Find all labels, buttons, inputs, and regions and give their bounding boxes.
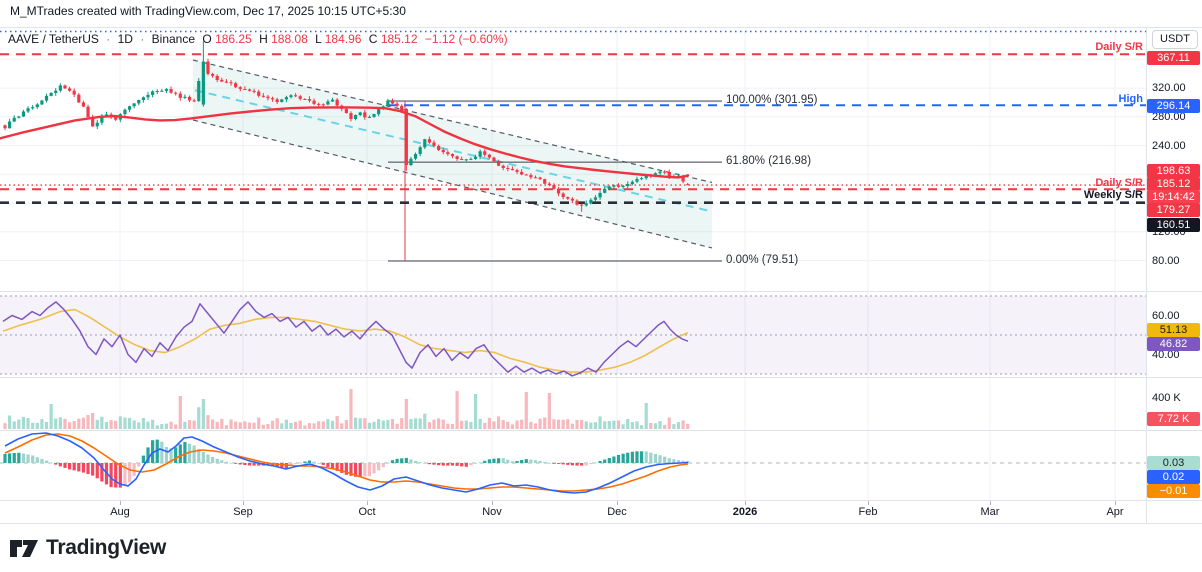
rsi-axis-tick: 60.00 xyxy=(1152,309,1180,322)
interval-label[interactable]: 1D xyxy=(117,32,133,46)
change-value: −1.12 (−0.60%) xyxy=(424,32,508,46)
fib-level-label: 61.80% (216.98) xyxy=(726,155,812,168)
macd-lines xyxy=(4,432,689,494)
exchange-label[interactable]: Binance xyxy=(151,32,196,46)
price-axis-separator xyxy=(1146,27,1147,524)
high-value: 188.08 xyxy=(271,32,308,46)
time-axis-tick xyxy=(617,501,618,505)
fib-level-label: 100.00% (301.95) xyxy=(726,94,818,107)
price-axis-badge: 198.63 xyxy=(1147,164,1200,178)
legend-separator: · xyxy=(140,32,145,46)
open-label: O xyxy=(202,32,212,46)
sr-level-label: Weekly S/R xyxy=(1083,188,1143,201)
price-axis-tick: 240.00 xyxy=(1152,139,1186,152)
time-axis-tick xyxy=(1115,501,1116,505)
ma-line-red xyxy=(0,106,690,179)
rsi-axis-badge: 51.13 xyxy=(1147,323,1200,337)
price-axis-tick: 280.00 xyxy=(1152,110,1186,123)
tradingview-wordmark: TradingView xyxy=(46,536,167,559)
time-axis-label: Sep xyxy=(233,506,253,518)
rsi-axis-badge: 46.82 xyxy=(1147,337,1200,351)
time-axis-label: 2026 xyxy=(732,506,758,518)
time-axis-tick xyxy=(492,501,493,505)
sr-level-label: Daily S/R xyxy=(1095,41,1143,53)
volume-axis-badge: 7.72 K xyxy=(1147,412,1200,426)
chart-top-border xyxy=(0,27,1202,28)
tradingview-logo-icon xyxy=(10,539,38,557)
time-axis-label: Mar xyxy=(980,506,1000,518)
sr-level-label: High xyxy=(1118,93,1143,105)
price-axis-badge: 179.27 xyxy=(1147,203,1200,217)
close-label: C xyxy=(368,32,378,46)
time-axis-label: Nov xyxy=(482,506,502,518)
low-value: 184.96 xyxy=(324,32,362,46)
symbol-legend: AAVE / TetherUS · 1D · Binance O 186.25 … xyxy=(8,32,512,46)
time-axis-tick xyxy=(367,501,368,505)
price-axis-badge: 296.14 xyxy=(1147,99,1200,113)
time-axis-tick xyxy=(745,501,746,505)
macd-axis-badge: −0.01 xyxy=(1147,484,1200,498)
rsi-axis-tick: 40.00 xyxy=(1152,348,1180,361)
chart-canvas[interactable] xyxy=(0,28,1146,524)
channel-median-trendline xyxy=(194,89,714,213)
volume-series xyxy=(3,389,690,429)
tradingview-logo[interactable]: TradingView xyxy=(10,536,166,560)
high-label: H xyxy=(259,32,268,46)
currency-toggle-button[interactable]: USDT xyxy=(1152,30,1198,49)
pane-separator[interactable] xyxy=(0,430,1202,431)
chart-area xyxy=(0,27,1202,524)
symbol-name[interactable]: AAVE / TetherUS xyxy=(8,32,99,46)
macd-axis-badge: 0.03 xyxy=(1147,456,1200,470)
support-resistance-lines xyxy=(0,30,1146,205)
time-axis-tick xyxy=(243,501,244,505)
open-value: 186.25 xyxy=(215,32,252,46)
volume-axis-tick: 400 K xyxy=(1152,392,1181,404)
pane-separator[interactable] xyxy=(0,291,1202,292)
price-axis-badge: 160.51 xyxy=(1147,217,1200,232)
time-axis-label: Oct xyxy=(358,506,376,518)
time-axis-tick xyxy=(990,501,991,505)
fib-level-label: 0.00% (79.51) xyxy=(726,253,799,266)
price-axis-badge: 19:14:42 xyxy=(1147,189,1200,204)
rsi-lines xyxy=(2,301,689,377)
price-axis-tick: 320.00 xyxy=(1152,82,1186,95)
rsi-band xyxy=(0,295,1146,375)
time-axis-label: Apr xyxy=(1106,506,1124,518)
attribution-text: M_MTrades created with TradingView.com, … xyxy=(10,4,406,18)
pane-separator[interactable] xyxy=(0,377,1202,378)
price-axis-tick: 80.00 xyxy=(1152,254,1180,267)
macd-axis-badge: 0.02 xyxy=(1147,470,1200,484)
price-axis-badge: 367.11 xyxy=(1147,51,1200,65)
fib-retracement xyxy=(388,100,722,262)
price-axis-badge: 185.12 xyxy=(1147,177,1200,191)
low-label: L xyxy=(315,32,322,46)
close-value: 185.12 xyxy=(380,32,418,46)
time-axis-label: Feb xyxy=(858,506,878,518)
time-axis-label: Dec xyxy=(607,506,627,518)
time-axis-label: Aug xyxy=(110,506,130,518)
time-axis-tick xyxy=(868,501,869,505)
legend-separator: · xyxy=(106,32,111,46)
chart-bottom-border xyxy=(0,523,1202,524)
sr-level-label: Daily S/R xyxy=(1095,176,1143,189)
time-axis-tick xyxy=(120,501,121,505)
time-axis-separator xyxy=(0,500,1202,501)
